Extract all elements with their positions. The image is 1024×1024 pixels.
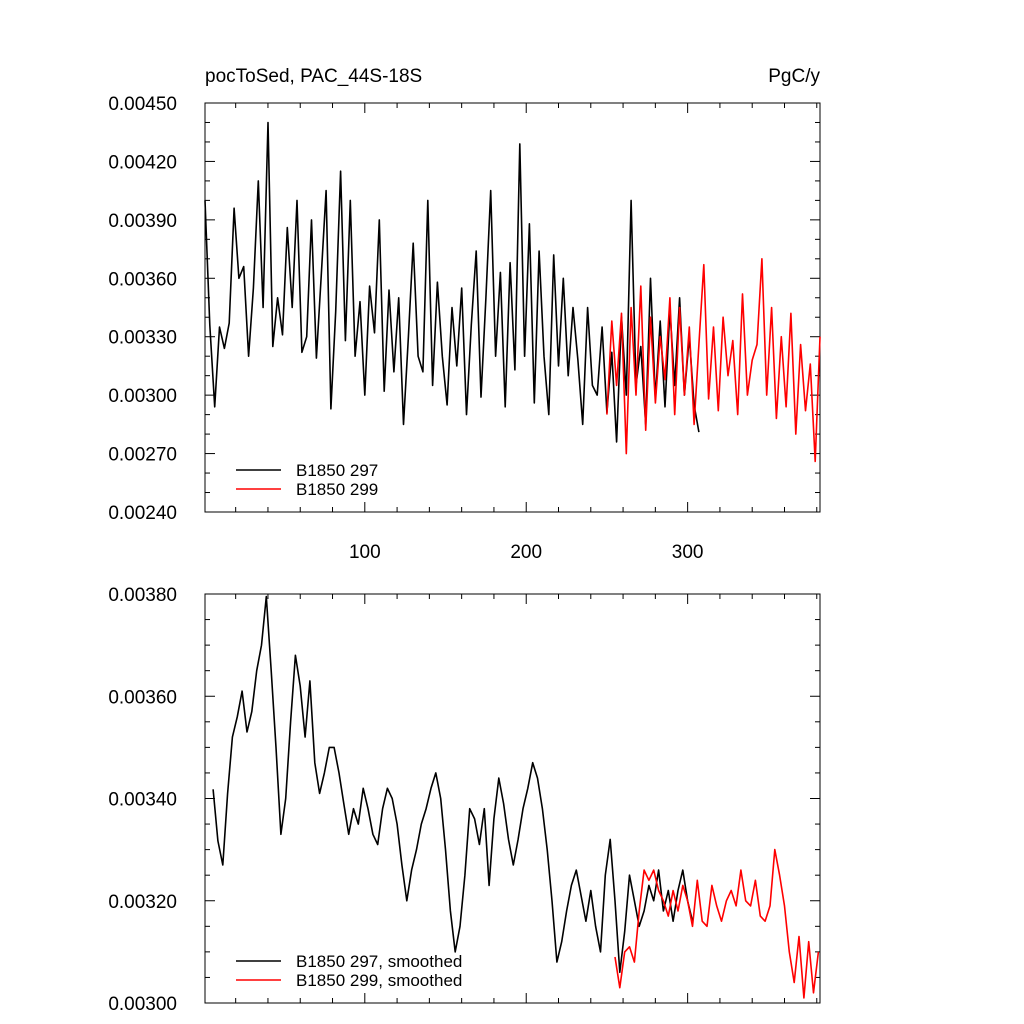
plot-frame	[204, 593, 821, 1004]
y-tick-label: 0.00330	[108, 328, 177, 349]
y-tick-label: 0.00390	[108, 211, 177, 232]
series-line-1	[212, 595, 694, 974]
y-tick-label: 0.00270	[108, 445, 177, 466]
chart-title: pocToSed, PAC_44S-18S	[205, 66, 422, 87]
y-tick-label: 0.00360	[108, 687, 177, 708]
legend-label: B1850 297, smoothed	[296, 952, 462, 971]
series-line-2	[606, 257, 821, 463]
y-tick-label: 0.00320	[108, 892, 177, 913]
y-tick-label: 0.00240	[108, 503, 177, 524]
y-tick-label: 0.00340	[108, 790, 177, 811]
legend-label: B1850 299	[296, 480, 378, 499]
bottom-panel: 0.00300 0.00320 0.00340 0.00360 0.00380 B1850…	[108, 585, 821, 1015]
series-line-1	[204, 121, 700, 443]
y-tick-label: 0.00360	[108, 269, 177, 290]
x-tick-label: 200	[510, 542, 542, 563]
top-panel: 0.00240 0.00270 0.00300 0.00330 0.00360 0.003…	[108, 94, 821, 563]
series-line-2	[614, 848, 820, 999]
legend-label: B1850 299, smoothed	[296, 971, 462, 990]
legend-label: B1850 297	[296, 461, 378, 480]
y-tick-label: 0.00450	[108, 94, 177, 115]
y-tick-label: 0.00420	[108, 152, 177, 173]
chart-units: PgC/y	[768, 66, 820, 87]
x-tick-label: 300	[672, 542, 704, 563]
plot-frame	[204, 102, 821, 513]
y-tick-label: 0.00300	[108, 386, 177, 407]
y-tick-label: 0.00380	[108, 585, 177, 606]
y-tick-label: 0.00300	[108, 994, 177, 1015]
x-tick-label: 100	[349, 542, 381, 563]
